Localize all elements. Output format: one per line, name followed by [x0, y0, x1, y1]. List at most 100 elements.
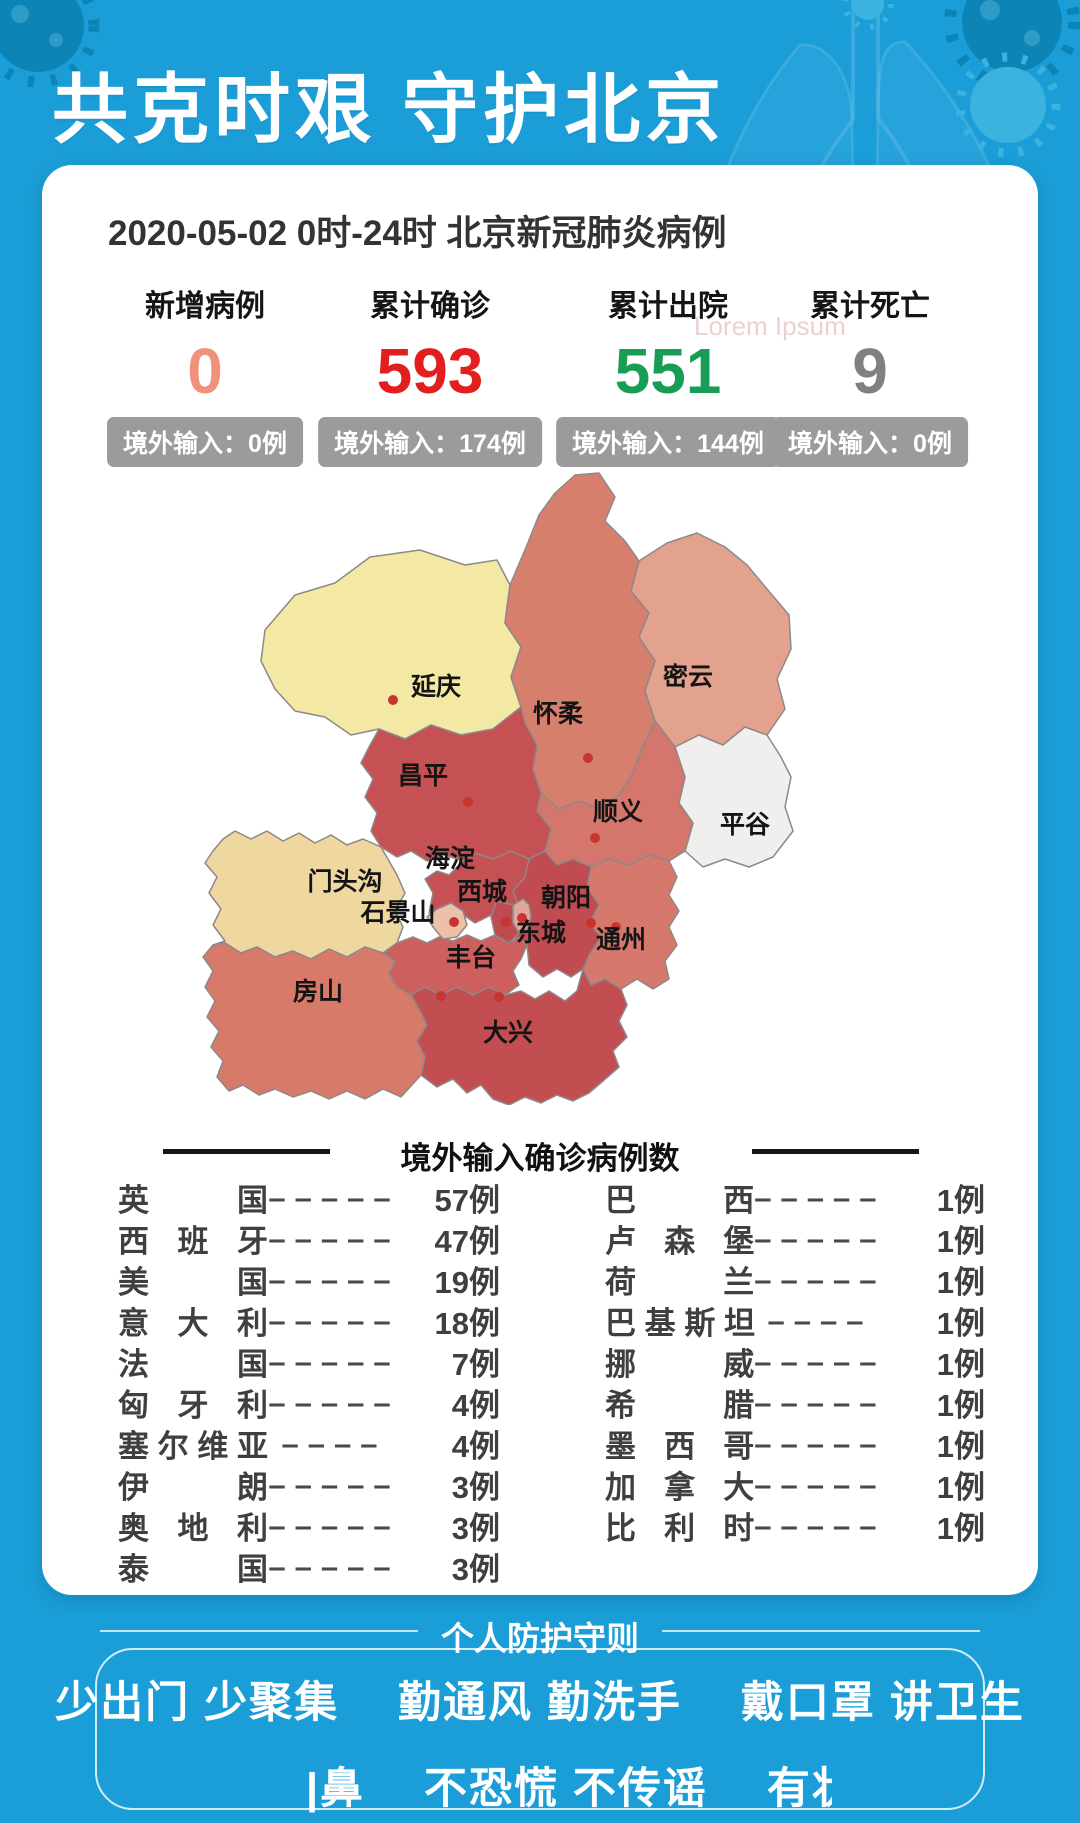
country-count: 4例	[451, 1429, 500, 1464]
stat-label: 累计死亡	[810, 290, 930, 323]
stat-column: 新增病例 0 境外输入：0例	[107, 281, 303, 467]
guideline-line-1: 少出门 少聚集 勤通风 勤洗手 戴口罩 讲卫生	[55, 1679, 1025, 1727]
district-dot-changping	[463, 797, 473, 807]
dash-leader: –––––	[754, 1343, 886, 1379]
country-name: 卢森堡	[605, 1224, 755, 1259]
virus-icon	[842, 0, 894, 30]
guideline-line-2: |鼻 不恐慌 不传谣 有状	[306, 1754, 832, 1816]
district-dot-huairou	[583, 753, 593, 763]
country-name: 泰 国	[118, 1552, 268, 1587]
country-name: 巴 西	[605, 1183, 755, 1218]
country-row: 美 国 ––––– 19例	[118, 1259, 500, 1301]
country-row: 加拿大 ––––– 1例	[605, 1464, 985, 1506]
district-label-mentougou: 门头沟	[307, 867, 382, 896]
country-row: 西班牙 ––––– 47例	[118, 1218, 500, 1260]
country-name: 法 国	[118, 1347, 268, 1382]
district-yanqing	[260, 549, 522, 740]
divider	[752, 1149, 919, 1154]
country-name: 塞尔维亚	[118, 1429, 268, 1464]
stat-value: 0	[187, 335, 223, 407]
country-row: 塞尔维亚 –––– 4例	[118, 1423, 500, 1465]
dash-leader: –––––	[268, 1343, 400, 1379]
country-count: 1例	[936, 1265, 985, 1300]
country-count: 7例	[451, 1347, 500, 1382]
country-count: 1例	[936, 1429, 985, 1464]
country-row: 匈牙利 ––––– 4例	[118, 1382, 500, 1424]
district-label-daxing: 大兴	[483, 1019, 533, 1047]
country-count: 1例	[936, 1388, 985, 1423]
country-count: 1例	[936, 1470, 985, 1505]
district-label-yanqing: 延庆	[410, 672, 461, 701]
country-row: 比利时 ––––– 1例	[605, 1505, 985, 1547]
dash-leader: ––––	[281, 1425, 387, 1461]
district-dot-fengtai	[436, 991, 446, 1001]
country-count: 3例	[451, 1552, 500, 1587]
imported-badge: 境外输入：0例	[772, 417, 968, 467]
country-row: 荷 兰 ––––– 1例	[605, 1259, 985, 1301]
dash-leader: –––––	[268, 1179, 400, 1215]
country-count: 1例	[936, 1183, 985, 1218]
district-label-huairou: 怀柔	[533, 700, 583, 728]
country-name: 奥地利	[118, 1511, 268, 1546]
country-name: 比利时	[605, 1511, 755, 1546]
country-name: 西班牙	[118, 1224, 268, 1259]
district-label-haidian: 海淀	[425, 844, 476, 873]
footer-title: 个人防护守则	[441, 1620, 639, 1657]
country-count: 19例	[434, 1265, 500, 1300]
country-row: 希 腊 ––––– 1例	[605, 1382, 985, 1424]
dash-leader: –––––	[268, 1507, 400, 1543]
dash-leader: ––––	[767, 1302, 873, 1338]
country-name: 加拿大	[605, 1470, 755, 1505]
country-row: 巴 西 ––––– 1例	[605, 1177, 985, 1219]
stat-value: 9	[852, 335, 888, 407]
district-dot-xicheng	[501, 917, 511, 927]
dash-leader: –––––	[754, 1425, 886, 1461]
country-row: 巴基斯坦 –––– 1例	[605, 1300, 985, 1342]
district-label-xicheng: 西城	[457, 878, 507, 906]
country-row: 墨西哥 ––––– 1例	[605, 1423, 985, 1465]
country-name: 伊 朗	[118, 1470, 268, 1505]
country-row: 法 国 ––––– 7例	[118, 1341, 500, 1383]
country-count: 3例	[451, 1470, 500, 1505]
stat-column: 累计出院 551 境外输入：144例	[556, 281, 780, 467]
imported-cases-column-right: 巴 西 ––––– 1例 卢森堡 ––––– 1例荷 兰 ––––– 1例 巴基斯坦 –––– 1例…	[605, 1177, 985, 1547]
imported-badge: 境外输入：144例	[556, 417, 780, 467]
country-count: 1例	[936, 1224, 985, 1259]
district-shijingshan	[426, 902, 468, 940]
country-row: 奥地利 ––––– 3例	[118, 1505, 500, 1547]
country-count: 1例	[936, 1306, 985, 1341]
district-label-tongzhou: 通州	[596, 926, 646, 954]
country-name: 挪 威	[605, 1347, 755, 1382]
imported-cases-title: 境外输入确诊病例数	[400, 1141, 680, 1176]
district-dot-daxing	[494, 992, 504, 1002]
country-row: 意大利 ––––– 18例	[118, 1300, 500, 1342]
country-count: 47例	[434, 1224, 500, 1259]
dash-leader: –––––	[268, 1302, 400, 1338]
dash-leader: –––––	[754, 1220, 886, 1256]
report-date-line: 2020-05-02 0时-24时 北京新冠肺炎病例	[108, 214, 727, 253]
divider	[662, 1630, 980, 1632]
country-name: 美 国	[118, 1265, 268, 1300]
dash-leader: –––––	[268, 1384, 400, 1420]
country-name: 意大利	[118, 1306, 268, 1341]
divider	[163, 1149, 330, 1154]
footer-header: 个人防护守则	[0, 1612, 1080, 1660]
imported-cases-column-left: 英 国 ––––– 57例 西班牙 ––––– 47例美 国 ––––– 19例 意大利 ––––…	[118, 1177, 500, 1588]
country-row: 泰 国 ––––– 3例	[118, 1546, 500, 1588]
stat-label: 累计确诊	[370, 290, 490, 323]
beijing-district-map: 延庆 怀柔 密云 平谷 昌平 顺义 门头沟 海淀 石景山 西城 东城 朝阳 通州 丰台 房山 大兴	[175, 465, 795, 1106]
district-label-fengtai: 丰台	[446, 943, 496, 972]
dash-leader: –––––	[754, 1466, 886, 1502]
country-count: 1例	[936, 1511, 985, 1546]
district-daxing	[410, 968, 628, 1106]
stat-column: 累计确诊 593 境外输入：174例	[318, 281, 542, 467]
district-label-miyun: 密云	[663, 662, 713, 691]
dash-leader: –––––	[268, 1466, 400, 1502]
stat-value: 551	[614, 335, 722, 407]
stat-label: 累计出院	[608, 290, 728, 323]
country-row: 卢森堡 ––––– 1例	[605, 1218, 985, 1260]
district-dot-dongcheng	[517, 913, 527, 923]
district-pinggu	[674, 726, 794, 868]
page-title: 共克时艰 守护北京	[52, 68, 727, 153]
imported-badge: 境外输入：0例	[107, 417, 303, 467]
